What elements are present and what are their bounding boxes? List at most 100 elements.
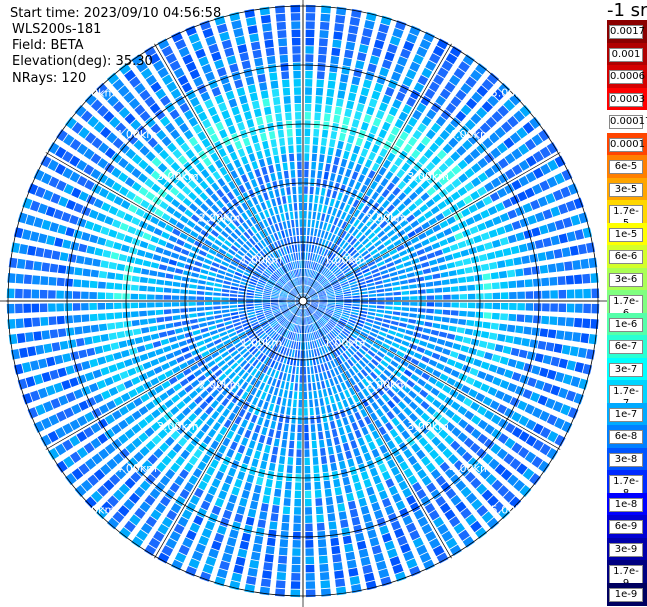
radar-gate — [400, 235, 409, 243]
radar-gate — [318, 319, 325, 326]
radar-gate — [373, 367, 382, 376]
radar-gate — [524, 279, 533, 288]
radar-gate — [334, 200, 341, 209]
radar-gate — [205, 556, 217, 567]
radar-gate — [347, 348, 355, 356]
radar-gate — [151, 157, 162, 168]
radar-gate — [264, 148, 271, 158]
radar-gate — [386, 182, 395, 192]
radar-gate — [161, 136, 172, 147]
colorbar-tick-label: 3e-6 — [609, 272, 643, 287]
radar-gate — [222, 184, 231, 194]
colorbar-swatch: 1e-5 — [607, 222, 647, 246]
radar-gate — [206, 417, 215, 427]
radar-gate — [515, 325, 524, 334]
radar-gate — [449, 317, 458, 324]
radar-gate — [338, 166, 345, 176]
radar-gate — [281, 363, 286, 372]
radar-gate — [471, 163, 482, 174]
radar-gate — [550, 235, 560, 246]
radar-gate — [518, 431, 530, 443]
radar-gate — [256, 150, 264, 160]
radar-gate — [317, 170, 323, 179]
azimuth-spoke — [45, 300, 304, 450]
radar-gate — [150, 333, 160, 340]
radar-gate — [499, 212, 510, 223]
radar-gate — [362, 268, 370, 274]
radar-gate — [345, 551, 356, 561]
radar-gate — [305, 556, 315, 565]
radar-gate — [394, 157, 403, 167]
radar-gate — [409, 307, 418, 312]
radar-gate — [420, 495, 431, 507]
radar-gate — [360, 294, 369, 298]
radar-gate — [48, 303, 56, 312]
radar-gate — [201, 454, 211, 464]
radar-gate — [339, 354, 346, 363]
radar-gate — [378, 463, 388, 473]
radar-gate — [142, 335, 152, 342]
radar-gate — [327, 206, 333, 215]
radar-gate — [207, 485, 218, 496]
radar-gate — [370, 180, 378, 190]
radar-gate — [367, 63, 377, 73]
radar-gate — [168, 259, 178, 266]
radar-gate — [456, 199, 466, 209]
radar-gate — [428, 359, 438, 367]
radar-gate — [237, 148, 246, 158]
radar-gate — [334, 23, 344, 32]
radar-gate — [116, 331, 126, 339]
radar-gate — [405, 522, 417, 533]
radar-gate — [287, 282, 293, 289]
radar-gate — [368, 98, 378, 108]
radar-gate — [263, 106, 272, 116]
radar-gate — [303, 309, 305, 317]
radar-gate — [138, 173, 148, 184]
radar-gate — [307, 269, 310, 277]
radar-gate — [291, 270, 296, 278]
radar-gate — [262, 401, 269, 410]
radar-gate — [304, 317, 306, 325]
radar-gate — [346, 559, 357, 569]
radar-gate — [531, 365, 541, 375]
radar-gate — [492, 216, 502, 226]
radar-gate — [56, 180, 67, 192]
radar-gate — [277, 268, 284, 276]
radar-gate — [232, 338, 241, 345]
radar-gate — [280, 406, 286, 415]
radar-gate — [390, 520, 402, 531]
radar-gate — [316, 254, 320, 263]
radar-gate — [186, 358, 196, 366]
radar-gate — [181, 276, 190, 282]
radar-gate — [409, 180, 418, 190]
radar-gate — [173, 321, 182, 327]
radar-gate — [204, 306, 213, 311]
radar-gate — [307, 307, 313, 315]
radar-gate — [451, 302, 459, 308]
radar-gate — [389, 374, 398, 383]
radar-gate — [325, 214, 330, 223]
radar-gate — [376, 293, 385, 297]
radar-gate — [220, 230, 229, 238]
radar-gate — [499, 379, 510, 390]
radar-gate — [173, 67, 185, 79]
radar-gate — [246, 252, 254, 259]
colorbar-tick-label: 1e-9 — [609, 587, 643, 602]
radar-gate — [384, 51, 395, 62]
radar-gate — [467, 311, 476, 318]
radar-gate — [191, 379, 200, 388]
radar-gate — [289, 305, 297, 311]
radar-gate — [432, 369, 442, 378]
radar-gate — [195, 430, 205, 440]
radar-gate — [229, 529, 239, 539]
radar-gate — [425, 462, 436, 473]
radar-gate — [273, 232, 279, 241]
radar-gate — [231, 198, 240, 207]
radar-gate — [316, 310, 323, 315]
radar-gate — [97, 173, 109, 184]
radar-gate — [303, 366, 307, 375]
radar-gate — [206, 342, 215, 349]
radar-gate — [335, 304, 344, 307]
radar-gate — [179, 469, 189, 480]
radar-gate — [258, 279, 267, 284]
